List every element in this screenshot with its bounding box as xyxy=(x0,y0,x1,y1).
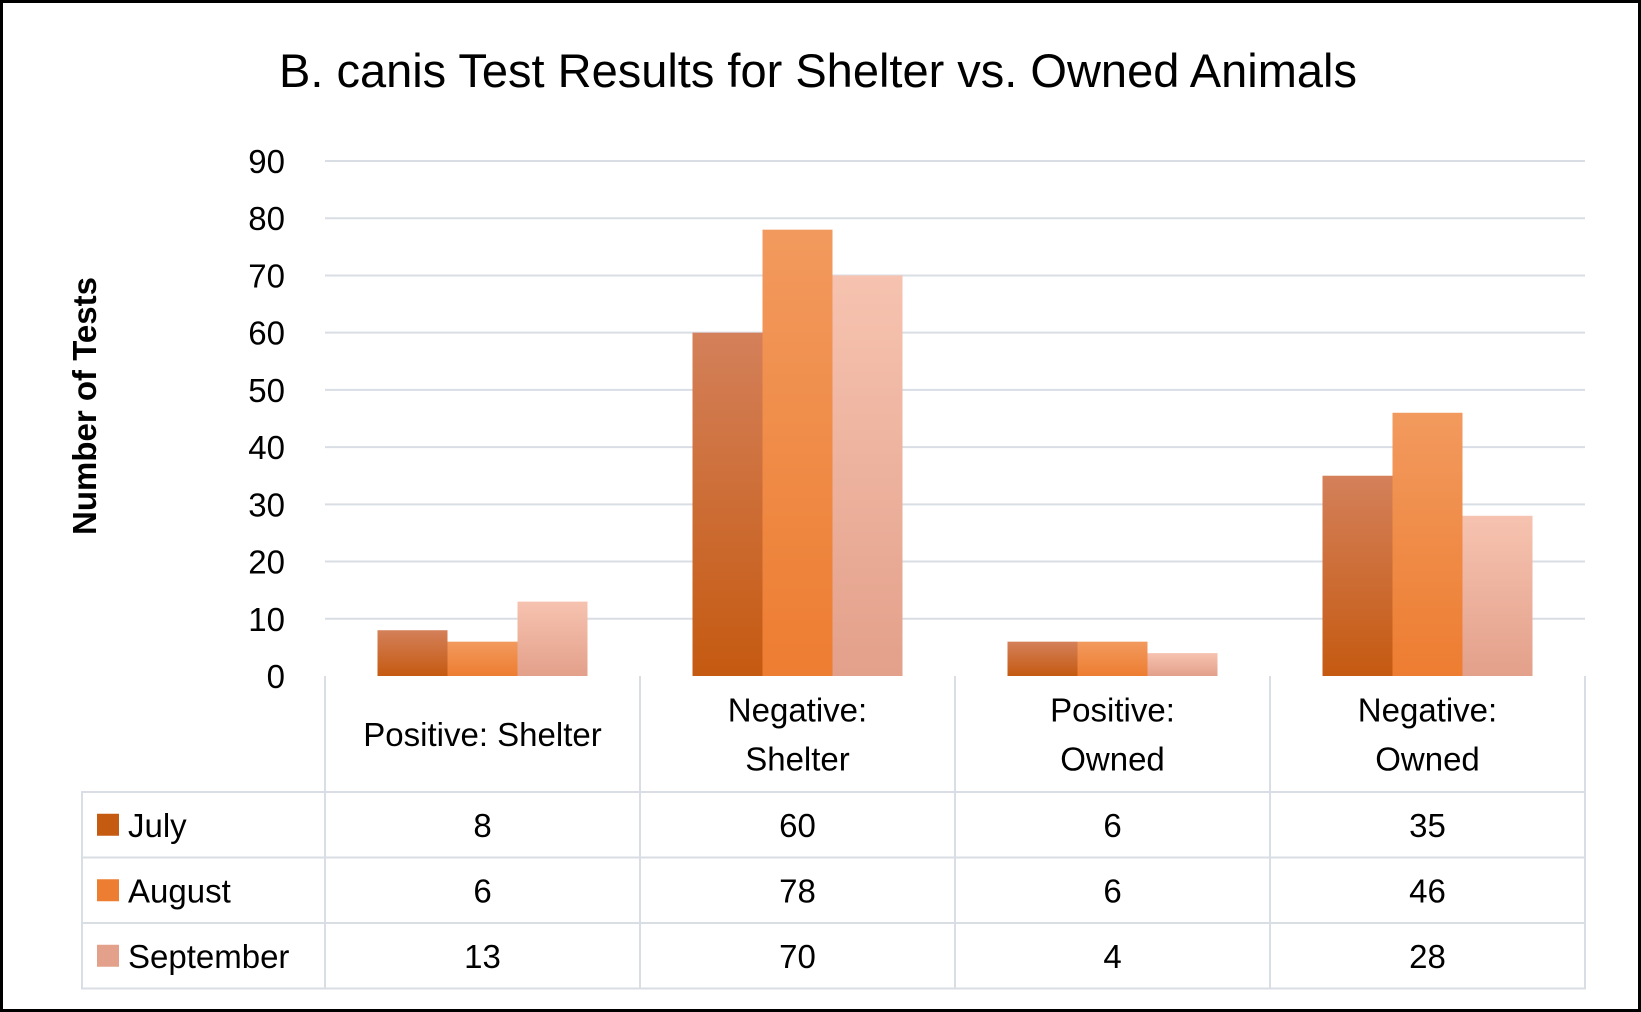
bar-september-0 xyxy=(517,601,588,676)
y-axis-label: Number of Tests xyxy=(66,277,103,535)
table-value: 13 xyxy=(464,938,501,975)
bar-august-0 xyxy=(447,641,518,676)
category-label: Positive: xyxy=(1050,692,1175,729)
legend-swatch-september xyxy=(97,944,119,967)
table-body-border xyxy=(81,791,1586,990)
bar-august-1 xyxy=(762,229,833,676)
chart-title: B. canis Test Results for Shelter vs. Ow… xyxy=(279,44,1357,97)
table-value: 6 xyxy=(1103,872,1121,909)
y-tick-label: 90 xyxy=(248,143,285,180)
table-value: 8 xyxy=(473,807,491,844)
bar-august-2 xyxy=(1077,641,1148,676)
y-tick-label: 60 xyxy=(248,315,285,352)
category-label: Positive: Shelter xyxy=(363,716,601,753)
legend-label: September xyxy=(128,938,289,975)
y-tick-label: 40 xyxy=(248,429,285,466)
table-value: 35 xyxy=(1409,807,1446,844)
category-label: Owned xyxy=(1060,741,1165,778)
bar-september-1 xyxy=(832,275,903,676)
y-tick-label: 0 xyxy=(267,658,285,695)
table-value: 46 xyxy=(1409,872,1446,909)
bar-july-2 xyxy=(1007,641,1078,676)
data-table: Positive: Shelter Negative: Shelter Positiv… xyxy=(81,676,1586,990)
table-value: 6 xyxy=(473,872,491,909)
bar-july-0 xyxy=(377,630,448,676)
y-tick-label: 50 xyxy=(248,372,285,409)
y-axis-ticks: 0 10 20 30 40 50 60 70 80 90 xyxy=(248,143,285,695)
gridlines xyxy=(325,160,1585,620)
category-label: Negative: xyxy=(1358,692,1497,729)
y-tick-label: 30 xyxy=(248,486,285,523)
category-label: Shelter xyxy=(745,741,850,778)
legend-label: July xyxy=(128,807,187,844)
y-tick-label: 20 xyxy=(248,544,285,581)
legend-label: August xyxy=(128,872,231,909)
category-label: Owned xyxy=(1375,741,1480,778)
table-value: 6 xyxy=(1103,807,1121,844)
category-label: Negative: xyxy=(728,692,867,729)
table-value: 70 xyxy=(779,938,816,975)
legend-swatch-july xyxy=(97,813,119,836)
bar-july-3 xyxy=(1322,475,1393,676)
y-tick-label: 80 xyxy=(248,200,285,237)
bar-chart: B. canis Test Results for Shelter vs. Ow… xyxy=(66,44,1586,990)
table-value: 78 xyxy=(779,872,816,909)
legend-swatch-august xyxy=(97,879,119,902)
bars xyxy=(377,229,1533,676)
bar-july-1 xyxy=(692,332,763,676)
bar-september-3 xyxy=(1462,515,1533,676)
table-value: 28 xyxy=(1409,938,1446,975)
table-value: 60 xyxy=(779,807,816,844)
y-tick-label: 10 xyxy=(248,601,285,638)
table-value: 4 xyxy=(1103,938,1121,975)
bar-august-3 xyxy=(1392,412,1463,676)
y-tick-label: 70 xyxy=(248,257,285,294)
bar-september-2 xyxy=(1147,653,1218,676)
